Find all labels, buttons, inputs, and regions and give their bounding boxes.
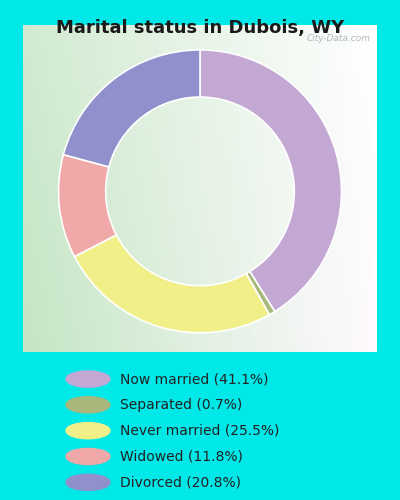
Wedge shape [74,235,269,333]
Text: Separated (0.7%): Separated (0.7%) [120,398,242,412]
Wedge shape [246,272,275,314]
Text: Now married (41.1%): Now married (41.1%) [120,372,268,386]
Text: Widowed (11.8%): Widowed (11.8%) [120,450,243,464]
Text: City-Data.com: City-Data.com [306,34,370,43]
Text: Divorced (20.8%): Divorced (20.8%) [120,476,241,490]
Wedge shape [200,50,342,312]
Wedge shape [63,50,200,167]
Circle shape [66,371,110,387]
Wedge shape [58,154,116,256]
Text: Marital status in Dubois, WY: Marital status in Dubois, WY [56,19,344,37]
Text: Never married (25.5%): Never married (25.5%) [120,424,279,438]
Circle shape [66,397,110,413]
Circle shape [66,474,110,490]
Circle shape [66,448,110,464]
Circle shape [66,422,110,439]
